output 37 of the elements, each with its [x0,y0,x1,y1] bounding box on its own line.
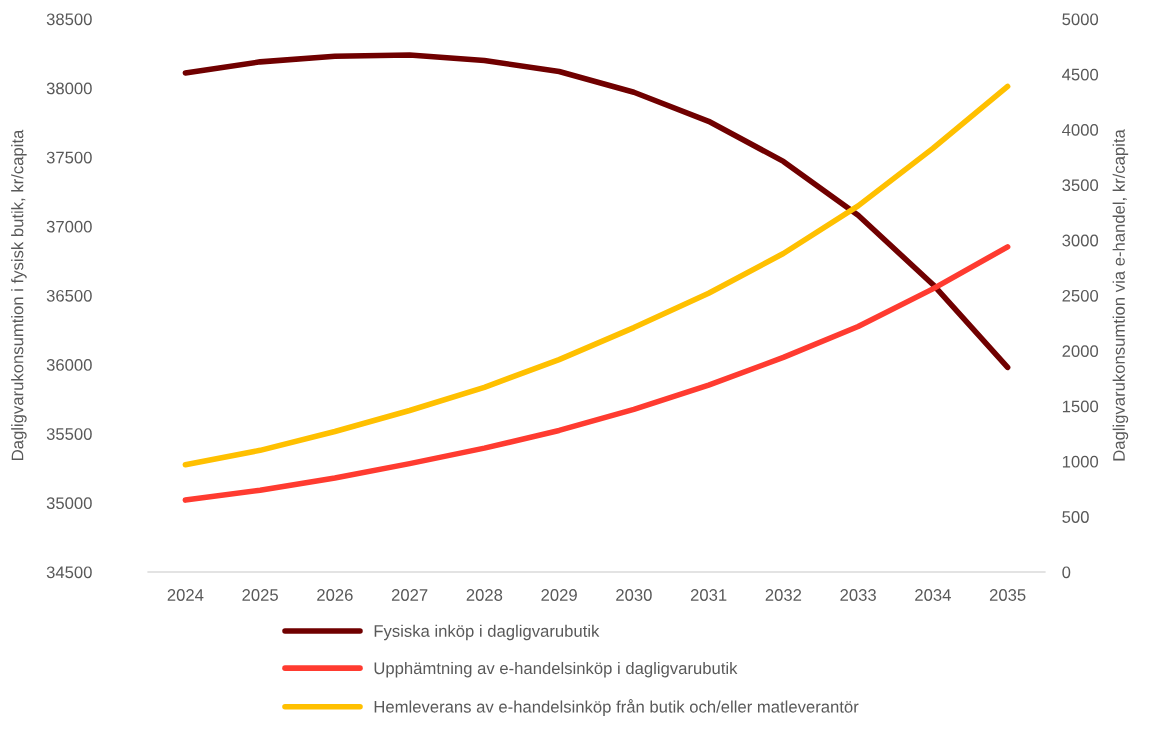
y-tick-label: 36000 [46,359,92,371]
y2-tick-label: 1500 [1062,400,1099,413]
x-tick-label: 2026 [317,589,353,601]
y2-tick-label: 5000 [1062,13,1099,26]
y2-axis-title: Dagligvarukonsumtion via e-handel, kr/capita [1112,129,1129,461]
y2-tick-label: 3000 [1062,234,1099,247]
y2-tick-label: 1000 [1062,455,1099,468]
y2-tick-label: 0 [1062,566,1071,579]
legend-label: Upphämtning av e-handelsinköp i dagligvarubutik [374,661,738,678]
x-tick-label: 2029 [541,589,577,601]
legend-label: Hemleverans av e-handelsinköp från butik och/eller matleverantör [374,699,859,716]
y-tick-label: 37000 [46,220,92,233]
y2-tick-label: 4500 [1062,68,1099,81]
y2-tick-label: 3500 [1062,179,1099,192]
x-tick-label: 2032 [765,589,802,601]
x-tick-label: 2028 [466,589,503,601]
y-tick-label: 35000 [46,497,92,510]
x-tick-label: 2033 [840,589,876,601]
y-tick-label: 36500 [46,289,92,302]
x-tick-label: 2024 [167,589,204,601]
x-tick-label: 2034 [915,589,951,601]
y-tick-label: 35500 [46,428,92,440]
y-tick-label: 37500 [46,151,92,164]
x-tick-label: 2030 [616,589,652,601]
y2-tick-label: 4000 [1062,124,1099,136]
x-tick-label: 2025 [242,589,278,601]
y2-tick-label: 500 [1062,511,1089,523]
y-tick-label: 38000 [46,82,92,95]
x-tick-label: 2035 [989,589,1026,601]
y-axis-title: Dagligvarukonsumtion i fysisk butik, kr/capita [11,129,27,460]
x-tick-label: 2027 [391,589,428,601]
y-tick-label: 38500 [46,13,92,26]
y-tick-label: 34500 [46,566,92,579]
y2-tick-label: 2500 [1062,289,1099,302]
x-tick-label: 2031 [690,589,727,601]
legend-label: Fysiska inköp i dagligvarubutik [374,624,600,641]
y2-tick-label: 2000 [1062,345,1099,357]
